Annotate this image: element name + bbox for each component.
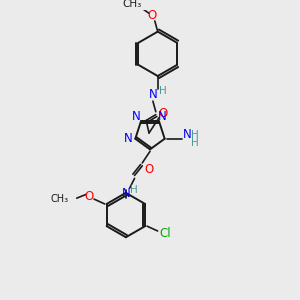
Text: N: N (124, 132, 133, 145)
Text: O: O (85, 190, 94, 203)
Text: N: N (122, 187, 130, 200)
Text: N: N (182, 128, 191, 141)
Text: H: H (191, 138, 199, 148)
Text: O: O (144, 163, 154, 176)
Text: N: N (132, 110, 140, 123)
Text: Cl: Cl (160, 227, 171, 240)
Text: CH₃: CH₃ (122, 0, 141, 9)
Text: H: H (191, 130, 199, 140)
Text: O: O (147, 9, 157, 22)
Text: H: H (130, 185, 137, 195)
Text: O: O (158, 107, 167, 120)
Text: N: N (158, 110, 166, 123)
Text: H: H (159, 85, 167, 95)
Text: CH₃: CH₃ (51, 194, 69, 204)
Text: N: N (148, 88, 157, 101)
